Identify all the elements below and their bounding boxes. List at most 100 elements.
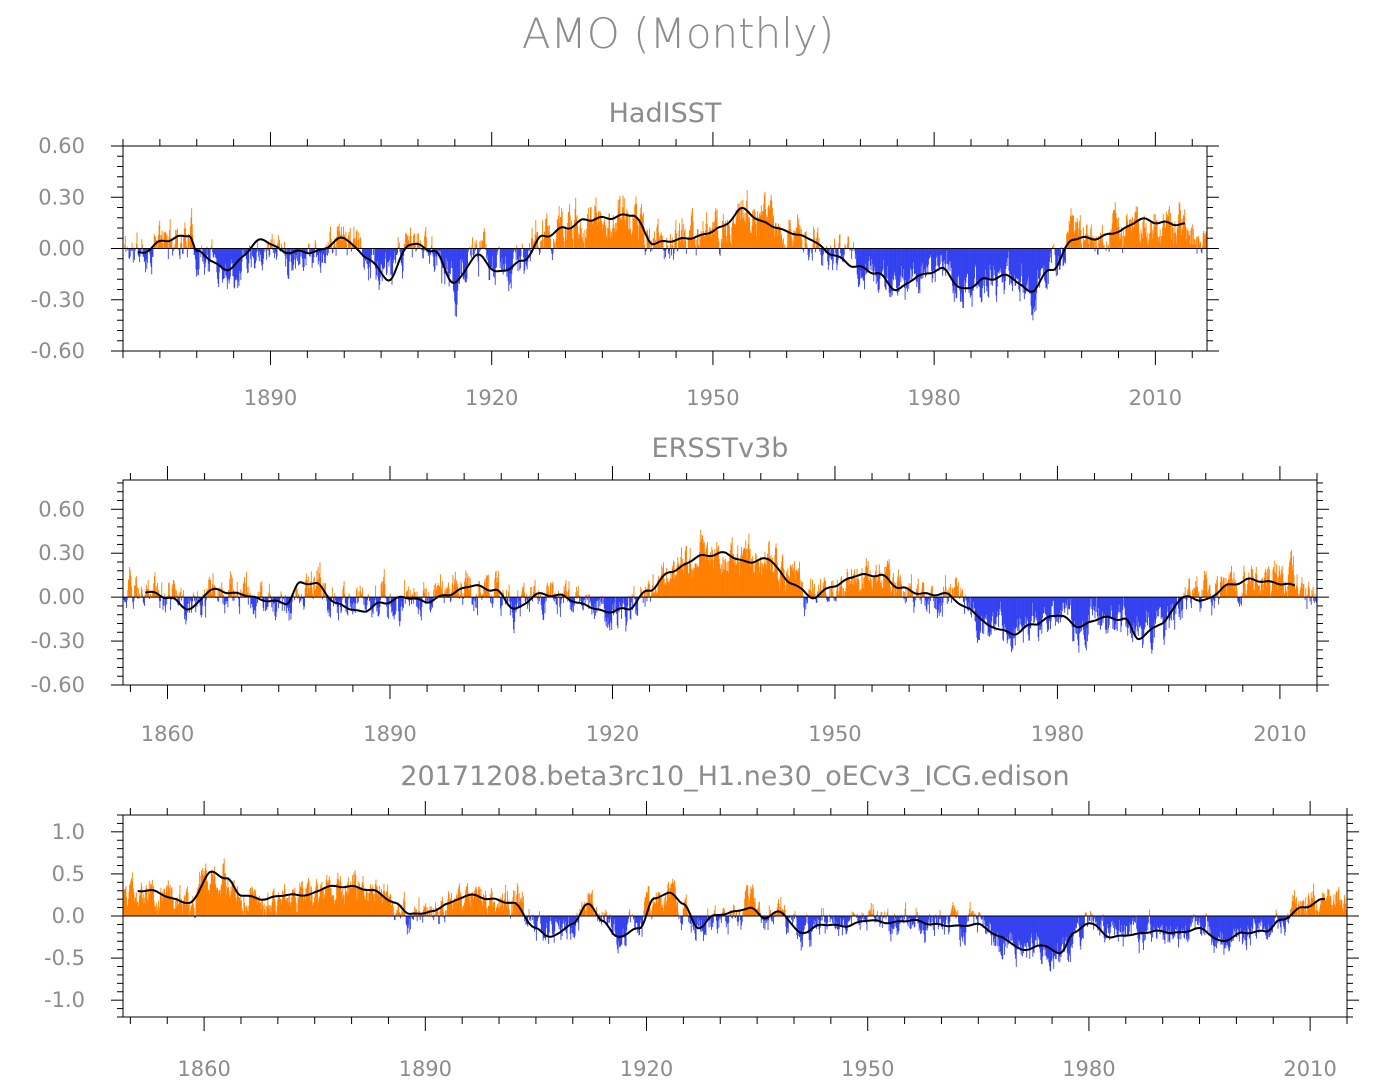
anomaly-bar <box>1144 597 1146 628</box>
anomaly-bar <box>1138 597 1140 622</box>
anomaly-bar <box>553 597 555 602</box>
anomaly-bar <box>340 234 342 249</box>
anomaly-bar <box>351 597 353 605</box>
anomaly-bar <box>877 248 879 291</box>
anomaly-bar <box>1069 224 1071 249</box>
anomaly-bar <box>631 914 633 916</box>
anomaly-bar <box>1018 248 1020 290</box>
anomaly-bar <box>374 597 376 601</box>
anomaly-bar <box>871 248 873 271</box>
anomaly-bar <box>502 248 504 272</box>
anomaly-bar <box>377 248 379 278</box>
anomaly-bar <box>457 888 459 916</box>
anomaly-bar <box>298 899 300 916</box>
anomaly-bar <box>301 880 303 916</box>
anomaly-bar <box>219 889 221 916</box>
anomaly-bar <box>586 903 588 916</box>
anomaly-bar <box>487 905 489 916</box>
anomaly-bar <box>700 539 702 598</box>
anomaly-bar <box>343 585 344 598</box>
anomaly-bar <box>494 901 496 916</box>
anomaly-bar <box>497 907 499 916</box>
anomaly-bar <box>833 597 835 601</box>
anomaly-bar <box>941 597 943 617</box>
anomaly-bar <box>377 894 379 916</box>
anomaly-bar <box>382 581 384 598</box>
anomaly-bar <box>1167 214 1168 249</box>
anomaly-bar <box>756 216 758 249</box>
anomaly-bar <box>126 597 127 609</box>
anomaly-bar <box>226 597 228 602</box>
anomaly-bar <box>1037 597 1038 625</box>
anomaly-bar <box>166 886 167 916</box>
anomaly-bar <box>368 248 370 264</box>
anomaly-bar <box>555 597 557 605</box>
anomaly-bar <box>374 248 376 264</box>
anomaly-bar <box>741 546 742 598</box>
anomaly-bar <box>694 568 695 598</box>
anomaly-bar <box>927 597 928 602</box>
anomaly-bar <box>294 887 296 916</box>
anomaly-bar <box>169 597 171 611</box>
anomaly-bar <box>616 230 618 249</box>
anomaly-bar <box>566 230 568 249</box>
anomaly-bar <box>1098 236 1100 249</box>
anomaly-bar <box>1112 597 1114 629</box>
anomaly-bar <box>239 593 241 598</box>
anomaly-bar <box>638 916 640 936</box>
anomaly-bar <box>711 228 713 249</box>
anomaly-bar <box>914 248 916 274</box>
anomaly-bar <box>1154 226 1156 249</box>
anomaly-bar <box>326 248 328 256</box>
anomaly-bar <box>697 566 699 598</box>
anomaly-bar <box>268 904 270 916</box>
anomaly-bar <box>1140 597 1142 626</box>
anomaly-bar <box>1247 583 1249 598</box>
anomaly-bar <box>826 597 828 601</box>
anomaly-bar <box>362 248 364 254</box>
anomaly-bar <box>201 245 202 249</box>
anomaly-bar <box>1202 245 1203 249</box>
anomaly-bar <box>540 594 542 598</box>
anomaly-bar <box>445 248 447 259</box>
anomaly-bar <box>517 597 519 607</box>
anomaly-bar <box>391 597 393 613</box>
anomaly-bar <box>237 248 239 289</box>
anomaly-bar <box>253 248 255 269</box>
anomaly-bar <box>209 894 210 916</box>
anomaly-bar <box>590 597 592 601</box>
anomaly-bar <box>379 886 381 916</box>
anomaly-bar <box>162 891 164 916</box>
anomaly-bar <box>932 248 934 270</box>
anomaly-bar <box>309 900 311 916</box>
anomaly-bar <box>725 236 727 249</box>
anomaly-bar <box>1054 597 1056 619</box>
anomaly-bar <box>230 886 232 916</box>
anomaly-bar <box>392 597 394 617</box>
anomaly-bar <box>985 597 987 615</box>
anomaly-bar <box>156 240 158 249</box>
anomaly-bar <box>704 230 706 249</box>
anomaly-bar <box>300 248 302 257</box>
anomaly-bar <box>912 248 914 269</box>
anomaly-bar <box>778 228 780 249</box>
anomaly-bar <box>1022 248 1024 293</box>
anomaly-bar <box>959 597 961 599</box>
anomaly-bar <box>405 233 406 249</box>
anomaly-bar <box>1253 590 1255 598</box>
anomaly-bar <box>675 894 677 916</box>
anomaly-bar <box>726 570 728 598</box>
anomaly-bar <box>770 916 772 920</box>
anomaly-bar <box>628 229 630 249</box>
anomaly-bar <box>720 238 722 249</box>
anomaly-bar <box>217 588 219 598</box>
anomaly-bar <box>1194 587 1195 598</box>
anomaly-bar <box>876 248 878 277</box>
anomaly-bar <box>225 248 227 276</box>
anomaly-bar <box>688 236 690 249</box>
anomaly-bar <box>397 237 399 249</box>
anomaly-bar <box>578 238 580 249</box>
anomaly-bar <box>1042 597 1044 614</box>
anomaly-bar <box>303 899 304 916</box>
anomaly-bar <box>1166 217 1168 249</box>
